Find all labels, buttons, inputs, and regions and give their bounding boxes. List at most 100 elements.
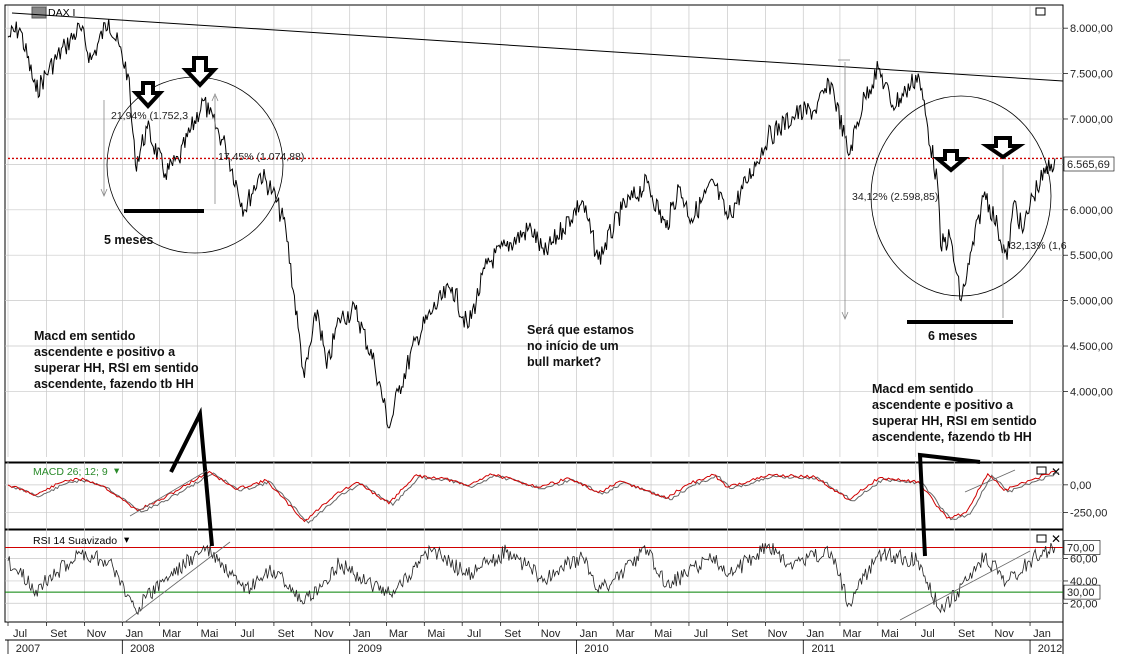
x-tick-label: Nov xyxy=(541,628,561,640)
x-tick-label: Set xyxy=(504,628,521,640)
svg-text:Será que estamos: Será que estamos xyxy=(527,323,634,337)
x-tick-label: Jan xyxy=(580,628,598,640)
divergence-lines xyxy=(169,406,981,557)
six-months-label: 6 meses xyxy=(928,329,977,343)
y-tick-label: 5.500,00 xyxy=(1070,250,1113,262)
y-tick-label: 4.500,00 xyxy=(1070,341,1113,353)
x-tick-label: Jan xyxy=(1033,628,1051,640)
x-tick-label: Mar xyxy=(616,628,635,640)
x-tick-label: Jul xyxy=(694,628,708,640)
x-tick-label: Jul xyxy=(240,628,254,640)
y-tick-label: 8.000,00 xyxy=(1070,23,1113,35)
macd-dropdown-icon[interactable]: ▾ xyxy=(114,465,120,477)
oversold-label: 30,00 xyxy=(1067,587,1095,599)
x-tick-label: Nov xyxy=(768,628,788,640)
last-value-label: 6.565,69 xyxy=(1067,159,1110,171)
last-value-badge xyxy=(1063,156,1115,172)
overbought-label-badge xyxy=(1063,540,1101,555)
year-label: 2009 xyxy=(357,643,381,654)
svg-text:ascendente, fazendo tb HH: ascendente, fazendo tb HH xyxy=(872,430,1032,444)
year-label: 2010 xyxy=(584,643,608,654)
rsi-title: RSI 14 Suavizado xyxy=(33,535,117,547)
svg-text:ascendente, fazendo tb HH: ascendente, fazendo tb HH xyxy=(34,377,194,391)
svg-text:no início de um: no início de um xyxy=(527,339,619,353)
note-right: Macd em sentido ascendente e positivo a … xyxy=(872,382,1037,444)
series-line-macd xyxy=(7,470,1055,523)
rsi-maximize-icon[interactable] xyxy=(1036,534,1047,543)
x-tick-label: Mai xyxy=(881,628,899,640)
down-arrow-icon xyxy=(980,136,1026,160)
y-tick-label: 20,00 xyxy=(1070,598,1098,610)
x-tick-label: Nov xyxy=(87,628,107,640)
x-tick-label: Mai xyxy=(201,628,219,640)
circle-right xyxy=(870,95,1052,297)
down-arrow-icon xyxy=(932,149,970,173)
y-tick-label: 7.500,00 xyxy=(1070,69,1113,81)
year-label: 2008 xyxy=(130,643,154,654)
maximize-icon[interactable] xyxy=(1035,7,1046,16)
rsi-panel-frame xyxy=(4,529,1064,623)
svg-text:superar HH, RSI em sentido: superar HH, RSI em sentido xyxy=(34,361,199,375)
resistance-line xyxy=(11,12,1064,82)
chart-type-icon xyxy=(31,6,47,19)
down-arrow-icon xyxy=(131,81,165,109)
x-tick-label: Jan xyxy=(806,628,824,640)
x-tick-label: Set xyxy=(50,628,67,640)
svg-text:bull market?: bull market? xyxy=(527,355,601,369)
svg-text:superar HH, RSI em sentido: superar HH, RSI em sentido xyxy=(872,414,1037,428)
svg-text:ascendente e positivo a: ascendente e positivo a xyxy=(872,398,1014,412)
rsi-close-icon[interactable]: ✕ xyxy=(1051,532,1061,546)
y-tick-label: 60,00 xyxy=(1070,554,1098,566)
y-tick-label: -250,00 xyxy=(1070,508,1107,520)
axes-layer: Jul Set Nov Jan Mar Mai Jul Set Nov Jan Mar Mai Jul S… xyxy=(7,23,1113,654)
oscillator-trendlines xyxy=(124,469,1031,623)
pct-label-right: 34,12% (2.598,85) xyxy=(852,191,938,203)
y-tick-label: 6.000,00 xyxy=(1070,205,1113,217)
macd-maximize-icon[interactable] xyxy=(1036,466,1047,475)
y-tick-label: 5.000,00 xyxy=(1070,296,1113,308)
pct-label-far-right: 32,13% (1,6 xyxy=(1010,240,1067,252)
x-tick-label: Mar xyxy=(162,628,181,640)
circle-left xyxy=(106,76,284,254)
down-arrow-icon xyxy=(181,56,219,88)
x-tick-label: Mar xyxy=(389,628,408,640)
x-tick-label: Jul xyxy=(13,628,27,640)
oversold-label-badge xyxy=(1063,584,1101,600)
grid xyxy=(5,6,1063,622)
year-label: 2012 xyxy=(1038,643,1062,654)
series-layer xyxy=(5,19,1063,615)
x-tick-label: Jul xyxy=(921,628,935,640)
measure-lines xyxy=(100,59,1004,321)
overbought-label: 70,00 xyxy=(1067,543,1095,555)
series-line-dax xyxy=(7,19,1056,429)
pct-label-left: 21,94% (1.752,3 xyxy=(111,110,188,122)
rsi-dropdown-icon[interactable]: ▾ xyxy=(124,534,130,546)
note-left: Macd em sentido ascendente e positivo a … xyxy=(34,329,199,391)
note-center: Será que estamos no início de um bull ma… xyxy=(527,323,634,369)
y-tick-label: 0,00 xyxy=(1070,480,1091,492)
svg-text:ascendente e positivo a: ascendente e positivo a xyxy=(34,345,176,359)
x-tick-label: Jul xyxy=(467,628,481,640)
svg-text:Macd em sentido: Macd em sentido xyxy=(34,329,136,343)
series-line-rsi xyxy=(7,542,1056,615)
y-tick-label: 4.000,00 xyxy=(1070,386,1113,398)
macd-title: MACD 26; 12; 9 xyxy=(33,466,108,478)
svg-text:Macd em sentido: Macd em sentido xyxy=(872,382,974,396)
x-tick-label: Set xyxy=(958,628,975,640)
x-tick-label: Mar xyxy=(842,628,861,640)
x-tick-label: Jan xyxy=(125,628,143,640)
x-tick-label: Set xyxy=(731,628,748,640)
x-tick-label: Nov xyxy=(994,628,1014,640)
macd-close-icon[interactable]: ✕ xyxy=(1051,465,1061,479)
pct-label-mid: 17,45% (1.074,88) xyxy=(218,151,304,163)
series-line-signal xyxy=(11,472,1059,524)
x-tick-label: Nov xyxy=(314,628,334,640)
price-title: DAX I xyxy=(31,6,75,19)
year-label: 2007 xyxy=(16,643,40,654)
five-months-label: 5 meses xyxy=(104,233,153,247)
x-tick-label: Jan xyxy=(353,628,371,640)
x-tick-label: Set xyxy=(278,628,295,640)
y-tick-label: 7.000,00 xyxy=(1070,114,1113,126)
x-tick-label: Mai xyxy=(654,628,672,640)
